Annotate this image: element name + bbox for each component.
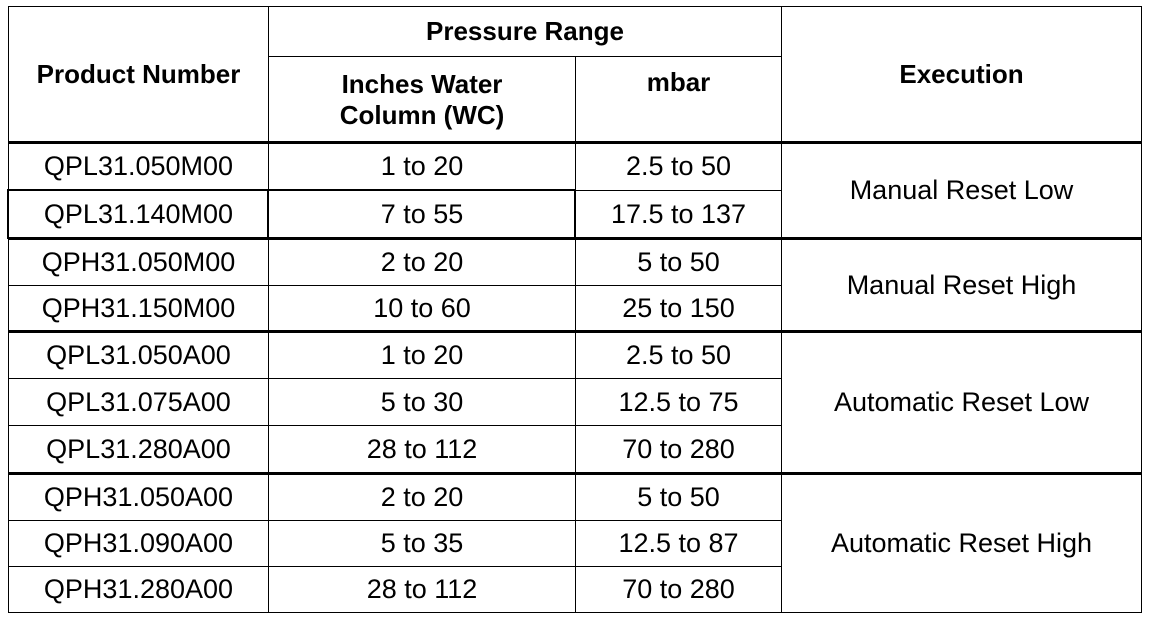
table-cell: QPH31.090A00	[8, 520, 269, 567]
execution-cell: Manual Reset High	[781, 238, 1142, 332]
table-cell-text: 1 to 20	[380, 151, 464, 181]
table-cell-text: 2.5 to 50	[625, 339, 732, 370]
table-cell-text: 5 to 35	[380, 528, 464, 558]
table-cell-text: 28 to 112	[366, 574, 478, 604]
table-cell-text: 7 to 55	[380, 199, 464, 229]
table-cell: 28 to 112	[268, 566, 576, 613]
table-cell-text: 2.5 to 50	[625, 151, 732, 181]
table-cell-text: 17.5 to 137	[610, 199, 747, 229]
table-cell-text: 12.5 to 87	[618, 528, 739, 558]
table-cell: QPL31.050M00	[8, 142, 269, 191]
execution-cell-text: Automatic Reset Low	[833, 387, 1090, 417]
table-cell-text: 70 to 280	[622, 434, 735, 464]
table-cell-text: 28 to 112	[366, 434, 478, 464]
table-cell-text: QPH31.050A00	[43, 481, 234, 512]
table-cell: 5 to 50	[575, 473, 782, 521]
rule	[8, 330, 1142, 333]
header-cell: Execution	[781, 6, 1142, 143]
table-cell: QPH31.050A00	[8, 473, 269, 521]
header-cell-text: Product Number	[36, 59, 241, 89]
header-cell: mbar	[575, 56, 782, 143]
header-cell: Pressure Range	[268, 6, 782, 57]
rule	[7, 189, 9, 239]
header-cell: Inches Water Column (WC)	[268, 56, 576, 143]
table-cell: 2 to 20	[268, 473, 576, 521]
table-cell-text: 2 to 20	[380, 246, 464, 277]
table-cell: 1 to 20	[268, 331, 576, 379]
rule	[8, 237, 576, 239]
table-cell: QPL31.140M00	[8, 190, 269, 239]
header-cell-text: Execution	[899, 59, 1024, 89]
rule	[8, 472, 1142, 475]
table-cell: 7 to 55	[268, 190, 576, 239]
table-cell-text: 25 to 150	[622, 293, 735, 323]
table-cell-text: QPH31.090A00	[43, 528, 234, 558]
table-cell: QPL31.050A00	[8, 331, 269, 379]
execution-cell: Automatic Reset Low	[781, 331, 1142, 474]
rule	[574, 189, 576, 239]
table-cell-text: QPL31.050A00	[46, 339, 231, 370]
table-cell: QPH31.050M00	[8, 238, 269, 286]
rule	[8, 141, 1142, 144]
table-cell-text: 5 to 30	[380, 386, 464, 417]
rule	[8, 189, 576, 191]
table-cell-text: 70 to 280	[622, 574, 735, 604]
table-cell: 1 to 20	[268, 142, 576, 191]
table-cell: QPL31.280A00	[8, 425, 269, 474]
table-cell: 28 to 112	[268, 425, 576, 474]
table-cell: 10 to 60	[268, 285, 576, 332]
header-cell-text: Pressure Range	[426, 16, 624, 46]
table-cell: 2.5 to 50	[575, 142, 782, 191]
table-cell-text: QPL31.140M00	[43, 199, 234, 229]
header-cell: Product Number	[8, 6, 269, 143]
table-cell: QPL31.075A00	[8, 378, 269, 426]
execution-cell-text: Manual Reset High	[846, 269, 1077, 300]
table-cell-text: QPL31.075A00	[46, 386, 231, 417]
table-cell: 2.5 to 50	[575, 331, 782, 379]
table-cell: 25 to 150	[575, 285, 782, 332]
table-cell: 12.5 to 87	[575, 520, 782, 567]
execution-cell-text: Automatic Reset High	[830, 527, 1093, 558]
table-cell-text: QPH31.150M00	[41, 293, 236, 323]
rule	[267, 189, 269, 239]
table-cell-text: 1 to 20	[380, 339, 464, 370]
table-cell: QPH31.280A00	[8, 566, 269, 613]
header-cell-text: Inches Water Column (WC)	[339, 68, 505, 130]
table-cell: 2 to 20	[268, 238, 576, 286]
table-cell: 70 to 280	[575, 425, 782, 474]
table-cell: 12.5 to 75	[575, 378, 782, 426]
table-cell-text: 5 to 50	[637, 246, 720, 277]
table-cell: 17.5 to 137	[575, 190, 782, 239]
table-cell-text: QPH31.280A00	[43, 574, 234, 604]
header-cell-text: mbar	[646, 67, 711, 97]
table-cell-text: 10 to 60	[373, 293, 471, 323]
execution-cell: Manual Reset Low	[781, 142, 1142, 239]
table-cell-text: 5 to 50	[637, 481, 720, 512]
table-cell-text: QPL31.050M00	[43, 151, 234, 181]
table-cell: 5 to 50	[575, 238, 782, 286]
table-cell-text: QPL31.280A00	[46, 434, 231, 464]
table-cell: 70 to 280	[575, 566, 782, 613]
table-cell-text: 12.5 to 75	[618, 386, 739, 417]
table-cell-text: 2 to 20	[380, 481, 464, 512]
execution-cell-text: Manual Reset Low	[849, 175, 1074, 205]
table-cell: 5 to 30	[268, 378, 576, 426]
execution-cell: Automatic Reset High	[781, 473, 1142, 613]
table-cell-text: QPH31.050M00	[41, 246, 236, 277]
table-cell: QPH31.150M00	[8, 285, 269, 332]
table-cell: 5 to 35	[268, 520, 576, 567]
